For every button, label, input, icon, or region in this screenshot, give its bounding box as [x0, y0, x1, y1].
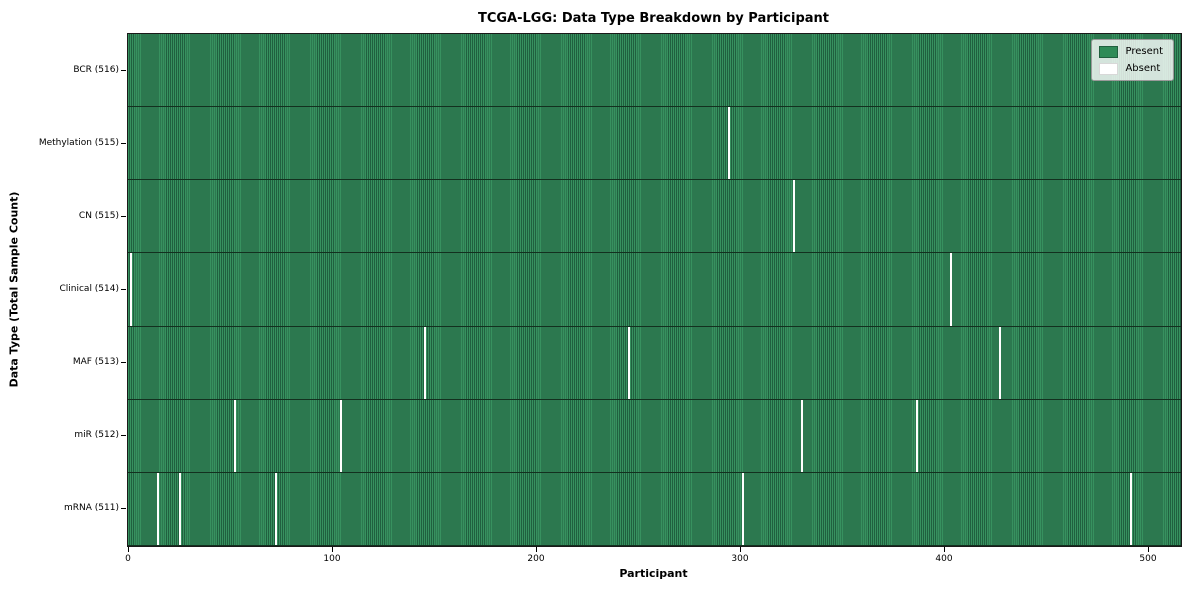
y-tick-mark [121, 70, 126, 71]
absent-gap [156, 472, 159, 545]
x-tick-label: 500 [1139, 554, 1157, 564]
absent-gap [274, 472, 277, 545]
x-tick-label: 300 [731, 554, 749, 564]
y-tick-label: CN (515) [78, 211, 119, 221]
y-tick-label: MAF (513) [72, 357, 119, 367]
x-tick-mark [332, 547, 333, 552]
y-tick-mark [121, 362, 126, 363]
absent-gap [130, 253, 133, 326]
y-tick-label: mRNA (511) [64, 503, 119, 513]
y-tick-label: BCR (516) [73, 65, 119, 75]
legend-swatch-absent-icon [1099, 62, 1119, 75]
y-tick-mark [121, 508, 126, 509]
absent-gap [950, 253, 953, 326]
y-tick-mark [121, 143, 126, 144]
absent-gap [801, 399, 804, 472]
absent-gap [915, 399, 918, 472]
x-tick-mark [536, 547, 537, 552]
absent-gap [179, 472, 182, 545]
plot-area: Present Absent [127, 33, 1182, 547]
absent-gap [627, 326, 630, 399]
legend-swatch-present-icon [1099, 45, 1119, 58]
legend-label-absent: Absent [1125, 63, 1161, 74]
x-tick-mark [944, 547, 945, 552]
x-tick-label: 400 [935, 554, 953, 564]
heatmap-row-miR [128, 399, 1181, 473]
x-tick-label: 100 [323, 554, 341, 564]
y-tick-mark [121, 216, 126, 217]
y-tick-label: Methylation (515) [38, 138, 119, 148]
absent-gap [1130, 472, 1132, 545]
y-tick-label: Clinical (514) [59, 284, 119, 294]
heatmap-row-BCR [128, 34, 1181, 108]
x-tick-label: 0 [125, 554, 131, 564]
x-tick-label: 200 [527, 554, 545, 564]
chart-title: TCGA-LGG: Data Type Breakdown by Partici… [477, 11, 830, 26]
absent-gap [234, 399, 237, 472]
absent-gap [727, 107, 730, 180]
heatmap-row-mRNA [128, 472, 1181, 546]
legend-entry-absent: Absent [1099, 62, 1163, 75]
heatmap-row-CN [128, 180, 1181, 254]
absent-gap [999, 326, 1002, 399]
x-axis-label: Participant [619, 567, 688, 580]
heatmap-row-MAF [128, 326, 1181, 400]
heatmap-row-Clinical [128, 253, 1181, 327]
heatmap-row-Methylation [128, 107, 1181, 181]
y-tick-mark [121, 289, 126, 290]
absent-gap [423, 326, 426, 399]
absent-gap [742, 472, 745, 545]
x-tick-mark [1148, 547, 1149, 552]
legend-label-present: Present [1125, 46, 1163, 57]
absent-gap [793, 180, 796, 253]
y-tick-label: miR (512) [74, 430, 119, 440]
legend: Present Absent [1091, 39, 1174, 81]
absent-gap [340, 399, 343, 472]
y-tick-mark [121, 435, 126, 436]
x-tick-mark [128, 547, 129, 552]
legend-entry-present: Present [1099, 45, 1163, 58]
x-tick-mark [740, 547, 741, 552]
